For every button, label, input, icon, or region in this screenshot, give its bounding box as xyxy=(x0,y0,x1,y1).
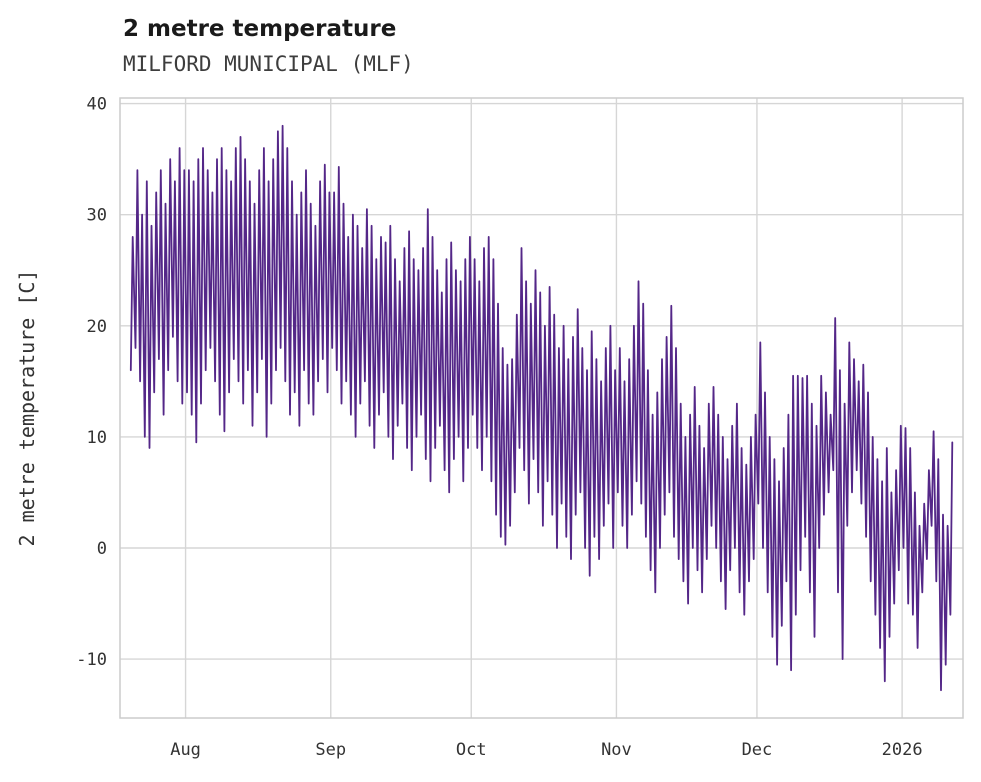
temperature-series-line xyxy=(129,124,954,692)
chart-subtitle: MILFORD MUNICIPAL (MLF) xyxy=(123,52,414,76)
chart-title: 2 metre temperature xyxy=(123,16,397,42)
plot-area: -10 0 10 20 30 40 Aug Sep Oct Nov Dec 2026 xyxy=(76,95,964,760)
x-tick-label: Nov xyxy=(601,740,632,760)
x-tick-label: Oct xyxy=(456,740,487,760)
x-tick-label: Dec xyxy=(742,740,773,760)
y-tick-label: 10 xyxy=(87,428,107,448)
x-tick-label: 2026 xyxy=(882,740,923,760)
y-tick-label: 20 xyxy=(87,317,107,337)
x-tick-label: Aug xyxy=(170,740,201,760)
x-tick-label: Sep xyxy=(315,740,346,760)
y-tick-label: 0 xyxy=(97,539,107,559)
y-tick-label: -10 xyxy=(76,650,107,670)
y-axis-label: 2 metre temperature [C] xyxy=(15,270,39,547)
y-tick-label: 30 xyxy=(87,206,107,226)
plot-border xyxy=(119,97,964,719)
y-tick-label: 40 xyxy=(87,95,107,115)
